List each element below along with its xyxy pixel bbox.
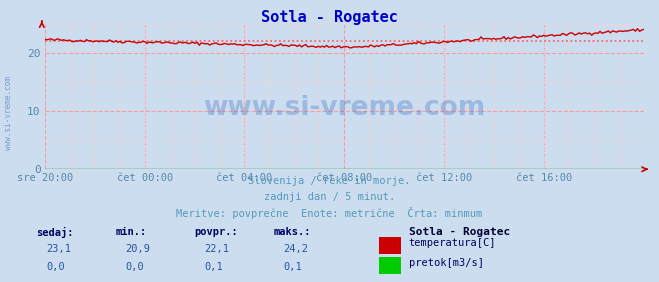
Text: zadnji dan / 5 minut.: zadnji dan / 5 minut. [264,192,395,202]
Text: maks.:: maks.: [273,227,311,237]
Text: www.si-vreme.com: www.si-vreme.com [4,76,13,150]
Text: 23,1: 23,1 [46,244,71,254]
Text: 24,2: 24,2 [283,244,308,254]
Text: 0,0: 0,0 [46,262,65,272]
Text: Sotla - Rogatec: Sotla - Rogatec [261,10,398,25]
Text: pretok[m3/s]: pretok[m3/s] [409,258,484,268]
Text: 20,9: 20,9 [125,244,150,254]
Text: temperatura[C]: temperatura[C] [409,238,496,248]
Text: Meritve: povprečne  Enote: metrične  Črta: minmum: Meritve: povprečne Enote: metrične Črta:… [177,207,482,219]
Text: 22,1: 22,1 [204,244,229,254]
Text: povpr.:: povpr.: [194,227,238,237]
Text: www.si-vreme.com: www.si-vreme.com [203,95,486,121]
Text: min.:: min.: [115,227,146,237]
Text: sedaj:: sedaj: [36,227,74,238]
Text: 0,1: 0,1 [204,262,223,272]
Text: 0,1: 0,1 [283,262,302,272]
Text: 0,0: 0,0 [125,262,144,272]
Text: Slovenija / reke in morje.: Slovenija / reke in morje. [248,176,411,186]
Text: Sotla - Rogatec: Sotla - Rogatec [409,227,510,237]
